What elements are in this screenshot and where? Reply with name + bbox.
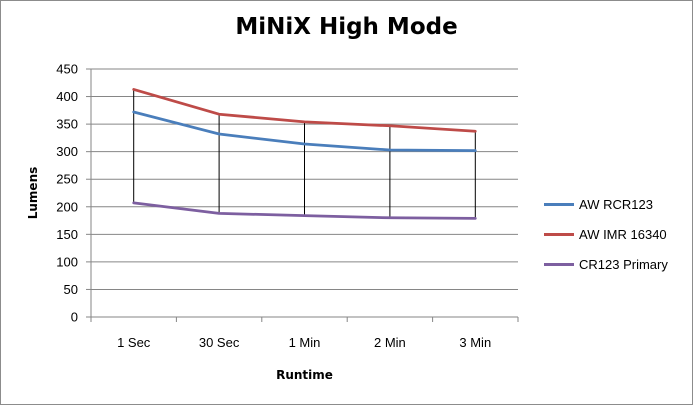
legend-item: AW RCR123: [544, 189, 668, 219]
x-tick-label: 3 Min: [459, 335, 491, 350]
y-tick-label: 50: [64, 282, 78, 297]
series-line: [132, 201, 477, 220]
y-tick-label: 250: [56, 172, 78, 187]
x-tick-labels: 1 Sec 30 Sec 1 Min 2 Min 3 Min: [117, 335, 491, 350]
y-tick-label: 300: [56, 144, 78, 159]
legend-label: CR123 Primary: [579, 256, 668, 272]
x-axis-label: Runtime: [276, 368, 333, 382]
series-lines: [132, 88, 477, 220]
series-line: [132, 88, 477, 133]
series-line: [132, 110, 477, 152]
y-tick-label: 100: [56, 254, 78, 269]
x-tick-label: 30 Sec: [199, 335, 240, 350]
y-tick-label: 450: [56, 62, 78, 77]
y-tick-label: 150: [56, 227, 78, 242]
y-tick-label: 0: [71, 310, 78, 325]
y-tick-label: 200: [56, 199, 78, 214]
chart-title: MiNiX High Mode: [235, 14, 458, 40]
legend-label: AW RCR123: [579, 196, 653, 212]
legend-item: CR123 Primary: [544, 249, 668, 279]
y-axis-label: Lumens: [26, 167, 40, 220]
axes: [86, 68, 519, 322]
y-tick-label: 400: [56, 89, 78, 104]
x-tick-label: 2 Min: [374, 335, 406, 350]
legend-swatch: [544, 232, 574, 236]
legend-swatch: [544, 202, 574, 206]
y-tick-label: 350: [56, 117, 78, 132]
x-tick-label: 1 Min: [289, 335, 321, 350]
x-tick-label: 1 Sec: [117, 335, 151, 350]
legend: AW RCR123 AW IMR 16340 CR123 Primary: [544, 189, 668, 279]
legend-label: AW IMR 16340: [579, 226, 667, 242]
y-tick-labels: 0 50 100 150 200 250 300 350 400 450: [56, 62, 78, 325]
legend-swatch: [544, 262, 574, 266]
high-low-lines: [133, 89, 476, 219]
legend-item: AW IMR 16340: [544, 219, 668, 249]
